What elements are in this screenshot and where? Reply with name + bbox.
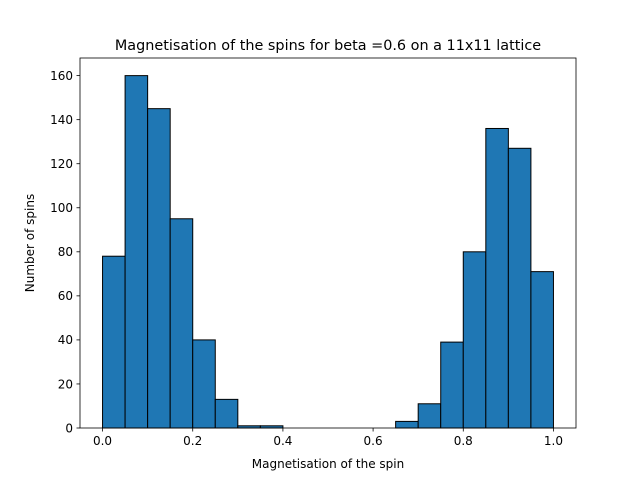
plot-area-frame (79, 57, 577, 429)
y-tick-label: 20 (58, 377, 73, 391)
histogram-bar (417, 403, 442, 429)
chart-title: Magnetisation of the spins for beta =0.6… (115, 38, 541, 54)
x-tick-label: 0.6 (364, 434, 383, 448)
histogram-bar (169, 218, 194, 429)
y-tick-label: 60 (58, 289, 73, 303)
y-axis-label: Number of spins (23, 194, 37, 292)
x-tick-label: 0.8 (454, 434, 473, 448)
histogram-bar (102, 255, 126, 429)
y-tick-label: 0 (65, 421, 73, 435)
histogram-bar (147, 108, 171, 429)
y-tick-label: 80 (58, 245, 73, 259)
histogram-bar (485, 127, 509, 429)
x-tick-label: 0.0 (93, 434, 112, 448)
x-tick-label: 0.4 (273, 434, 292, 448)
histogram-bar (214, 398, 239, 429)
x-tick-label: 1.0 (544, 434, 563, 448)
y-tick-label: 40 (58, 333, 73, 347)
y-tick-label: 140 (50, 113, 73, 127)
y-tick-label: 100 (50, 201, 73, 215)
x-axis-ticks: 0.0 0.2 0.4 0.6 0.8 1.0 (93, 428, 563, 448)
histogram-bar (530, 271, 554, 429)
histogram-bar (462, 251, 487, 429)
y-tick-label: 120 (50, 157, 73, 171)
bars-group (102, 75, 554, 429)
y-tick-label: 160 (50, 69, 73, 83)
x-axis-label: Magnetisation of the spin (252, 457, 404, 471)
y-axis-ticks: 0 20 40 60 80 100 120 140 160 (50, 69, 80, 435)
histogram-bar (507, 147, 532, 429)
histogram-bar (440, 341, 464, 429)
histogram-bar (192, 339, 216, 429)
histogram-bar (124, 75, 149, 429)
histogram-bar (395, 420, 419, 429)
x-tick-label: 0.2 (183, 434, 202, 448)
